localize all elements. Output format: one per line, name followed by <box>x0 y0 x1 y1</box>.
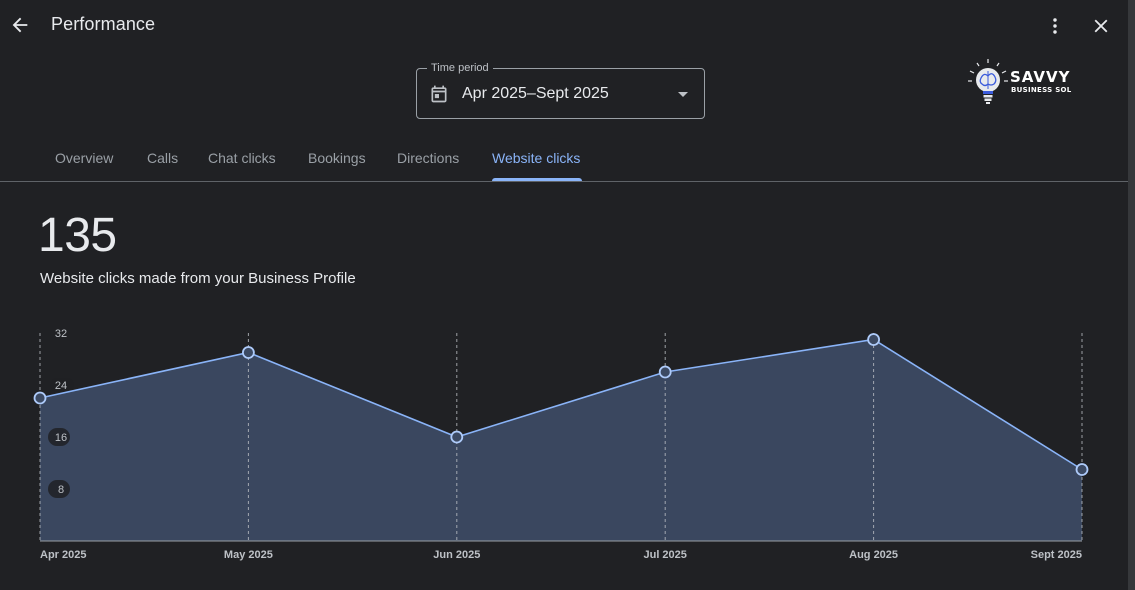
chart-svg: 8 16 24 32 Apr 2025 May 2025 Jun 2025 Jul 2025 A… <box>33 328 1089 561</box>
y-tick-label-32: 32 <box>55 328 67 340</box>
tab-website-clicks[interactable]: Website clicks <box>492 150 581 166</box>
y-tick-pill-16 <box>48 428 70 446</box>
lightbulb-brain-icon <box>968 59 1008 104</box>
time-period-value: Apr 2025–Sept 2025 <box>462 85 609 102</box>
x-tick-label-apr-2025: Apr 2025 <box>40 549 86 561</box>
x-tick-label-sept-2025: Sept 2025 <box>1031 549 1082 561</box>
x-tick-label-aug-2025: Aug 2025 <box>849 549 898 561</box>
data-point-apr-2025 <box>33 391 47 405</box>
area-fill <box>40 339 1082 541</box>
data-point-aug-2025 <box>867 333 880 346</box>
metric-tabs: Overview Calls Chat clicks Bookings Dire… <box>0 140 1128 182</box>
back-button[interactable] <box>6 11 34 39</box>
logo-name: SAVVY <box>1010 68 1071 86</box>
y-tick-label-16: 16 <box>55 432 67 444</box>
data-point-may-2025 <box>241 346 255 359</box>
scrollbar-track[interactable] <box>1128 0 1135 590</box>
page-title: Performance <box>51 14 156 34</box>
dropdown-arrow-icon <box>678 92 688 97</box>
active-tab-indicator <box>492 178 582 181</box>
tab-chat-clicks[interactable]: Chat clicks <box>208 150 276 166</box>
x-tick-label-jun-2025: Jun 2025 <box>433 549 480 561</box>
series-line <box>39 338 1083 471</box>
arrow-back-icon <box>12 17 28 33</box>
y-tick-pill-24 <box>50 378 74 392</box>
x-tick-label-jul-2025: Jul 2025 <box>643 549 686 561</box>
metric-value: 135 <box>38 209 117 262</box>
tab-calls[interactable]: Calls <box>147 150 179 166</box>
logo-subtitle: BUSINESS SOL <box>1011 86 1072 94</box>
more-vert-icon <box>1053 18 1057 34</box>
tab-bookings[interactable]: Bookings <box>308 150 366 166</box>
x-tick-label-may-2025: May 2025 <box>224 549 273 561</box>
metric-description: Website clicks made from your Business P… <box>40 270 356 287</box>
data-point-jul-2025 <box>658 365 672 379</box>
top-bar: Performance <box>0 0 1128 52</box>
savvy-logo: SAVVY BUSINESS SOL <box>966 58 1078 106</box>
data-point-jun-2025 <box>450 430 464 444</box>
data-point-sept-2025 <box>1075 463 1089 476</box>
y-tick-label-8: 8 <box>58 484 64 496</box>
time-period-select[interactable]: Time period Apr 2025–Sept 2025 <box>416 61 705 119</box>
y-tick-pill-8 <box>48 480 70 498</box>
tab-directions[interactable]: Directions <box>397 150 460 166</box>
tab-overview[interactable]: Overview <box>55 150 114 166</box>
y-tick-label-24: 24 <box>55 380 67 392</box>
more-options-button[interactable] <box>1041 12 1069 40</box>
time-period-label: Time period <box>427 61 493 75</box>
calendar-icon <box>431 85 447 103</box>
close-button[interactable] <box>1087 12 1115 40</box>
close-icon <box>1094 19 1108 33</box>
website-clicks-chart: 8 16 24 32 Apr 2025 May 2025 Jun 2025 Jul 2025 A… <box>0 320 1128 582</box>
